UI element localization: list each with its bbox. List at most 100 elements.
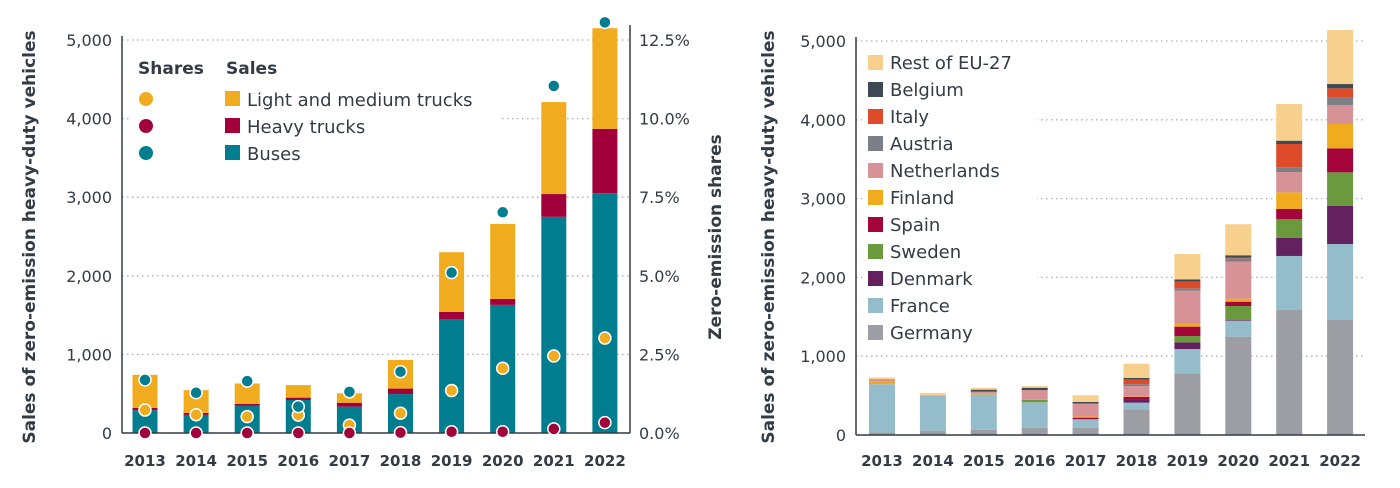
share-dot-heavy-trucks	[343, 427, 355, 439]
bar-segment-finland	[1073, 416, 1099, 417]
legend-label: Belgium	[890, 80, 964, 101]
bar-segment-germany	[1327, 320, 1353, 435]
bar-segment-spain	[1124, 397, 1150, 400]
bar-segment-denmark	[1327, 206, 1353, 244]
legend-label: Germany	[890, 323, 973, 344]
legend-swatch	[225, 118, 240, 133]
legend-sales-title: Sales	[226, 59, 277, 79]
share-dot-light-and-medium-trucks	[241, 411, 253, 423]
legend-share-dot	[139, 146, 153, 160]
bar-segment-austria	[1174, 288, 1200, 290]
bar-segment-heavy-trucks	[388, 389, 413, 395]
bar-segment-netherlands	[1124, 386, 1150, 396]
share-dot-heavy-trucks	[446, 426, 458, 438]
x-tick-label: 2013	[124, 452, 166, 470]
y-tick-label: 3,000	[66, 188, 112, 207]
bar-segment-germany	[1073, 428, 1099, 435]
legend-swatch	[868, 82, 883, 97]
bar-segment-france	[1327, 244, 1353, 320]
bar-segment-austria	[1124, 384, 1150, 386]
bar-segment-rest-of-eu-27	[920, 393, 946, 395]
bar-segment-sweden	[1276, 219, 1302, 238]
bar-segment-france	[869, 384, 895, 432]
share-dot-buses	[292, 401, 304, 413]
share-dot-buses	[343, 386, 355, 398]
x-tick-label: 2014	[175, 452, 217, 470]
share-dot-light-and-medium-trucks	[548, 350, 560, 362]
bar-segment-finland	[1276, 192, 1302, 209]
bar-segment-heavy-trucks	[337, 403, 362, 407]
bar-segment-light-and-medium-trucks	[541, 102, 566, 194]
legend-swatch	[868, 136, 883, 151]
legend-swatch	[868, 55, 883, 70]
legend-share-dot	[139, 119, 153, 133]
legend-label: Heavy trucks	[247, 117, 365, 138]
bar-segment-belgium	[1022, 388, 1048, 390]
x-tick-label: 2015	[226, 452, 268, 470]
share-dot-buses	[395, 366, 407, 378]
right-y-axis-label: Sales of zero-emission heavy-duty vehicl…	[759, 30, 779, 443]
bar-segment-finland	[1174, 324, 1200, 327]
left-y-axis-label: Sales of zero-emission heavy-duty vehicl…	[20, 30, 40, 443]
bar-segment-belgium	[1225, 255, 1251, 257]
x-tick-label: 2021	[1268, 452, 1310, 470]
bar-segment-netherlands	[1276, 172, 1302, 192]
right-y-tick-label: 5.0%	[639, 267, 680, 286]
y-tick-label: 4,000	[800, 111, 846, 130]
bar-segment-austria	[1327, 97, 1353, 105]
bar-segment-france	[920, 395, 946, 430]
bar-segment-germany	[1124, 409, 1150, 435]
share-dot-heavy-trucks	[548, 423, 560, 435]
bar-segment-heavy-trucks	[592, 129, 617, 193]
bar-segment-germany	[1022, 428, 1048, 435]
x-tick-label: 2021	[533, 452, 575, 470]
legend-label: Denmark	[890, 269, 973, 290]
share-dot-light-and-medium-trucks	[497, 362, 509, 374]
bar-segment-denmark	[1124, 400, 1150, 403]
bar-segment-heavy-trucks	[490, 299, 515, 305]
legend-swatch	[868, 298, 883, 313]
share-dot-heavy-trucks	[190, 427, 202, 439]
right-y-tick-label: 12.5%	[639, 31, 690, 50]
bar-segment-heavy-trucks	[541, 194, 566, 217]
bar-segment-france	[971, 394, 997, 429]
bar-segment-netherlands	[869, 379, 895, 382]
share-dot-light-and-medium-trucks	[446, 385, 458, 397]
bar-segment-austria	[1225, 258, 1251, 261]
legend-swatch	[868, 163, 883, 178]
bar-segment-rest-of-eu-27	[971, 388, 997, 390]
bar-segment-spain	[1327, 148, 1353, 172]
bar-segment-heavy-trucks	[235, 404, 260, 406]
bar-segment-netherlands	[1225, 262, 1251, 299]
bar-segment-germany	[1276, 310, 1302, 435]
right-y-tick-label: 7.5%	[639, 188, 680, 207]
bar-segment-italy	[1327, 88, 1353, 97]
x-tick-label: 2016	[1014, 452, 1056, 470]
bar-segment-france	[1225, 321, 1251, 337]
share-dot-heavy-trucks	[497, 426, 509, 438]
bar-segment-heavy-trucks	[286, 398, 311, 400]
bar-segment-italy	[1174, 282, 1200, 289]
y-tick-label: 3,000	[800, 190, 846, 209]
legend-swatch	[868, 109, 883, 124]
x-tick-label: 2013	[861, 452, 903, 470]
bar-segment-finland	[971, 394, 997, 395]
bar-segment-germany	[1174, 373, 1200, 435]
bar-segment-austria	[1276, 167, 1302, 172]
share-dot-light-and-medium-trucks	[190, 409, 202, 421]
bar-segment-belgium	[1276, 141, 1302, 144]
bar-segment-light-and-medium-trucks	[490, 224, 515, 299]
share-dot-light-and-medium-trucks	[139, 404, 151, 416]
bar-segment-spain	[1276, 209, 1302, 219]
bar-segment-finland	[1225, 299, 1251, 302]
bar-segment-germany	[971, 430, 997, 435]
legend-swatch	[868, 244, 883, 259]
bar-segment-rest-of-eu-27	[1276, 104, 1302, 141]
y-tick-label: 5,000	[66, 31, 112, 50]
share-dot-buses	[497, 206, 509, 218]
share-dot-buses	[139, 374, 151, 386]
x-tick-label: 2017	[329, 452, 371, 470]
y-tick-label: 0	[102, 424, 112, 443]
